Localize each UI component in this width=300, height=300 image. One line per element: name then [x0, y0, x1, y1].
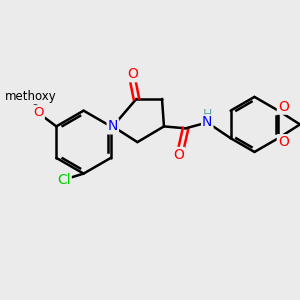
Text: N: N — [202, 116, 212, 130]
Text: O: O — [278, 100, 289, 114]
Text: N: N — [108, 119, 118, 134]
Text: O: O — [33, 106, 44, 119]
Text: O: O — [127, 67, 138, 81]
Text: O: O — [173, 148, 184, 162]
Text: methoxy: methoxy — [5, 90, 57, 104]
Text: H: H — [202, 108, 212, 121]
Text: Cl: Cl — [57, 172, 71, 187]
Text: O: O — [278, 135, 289, 149]
